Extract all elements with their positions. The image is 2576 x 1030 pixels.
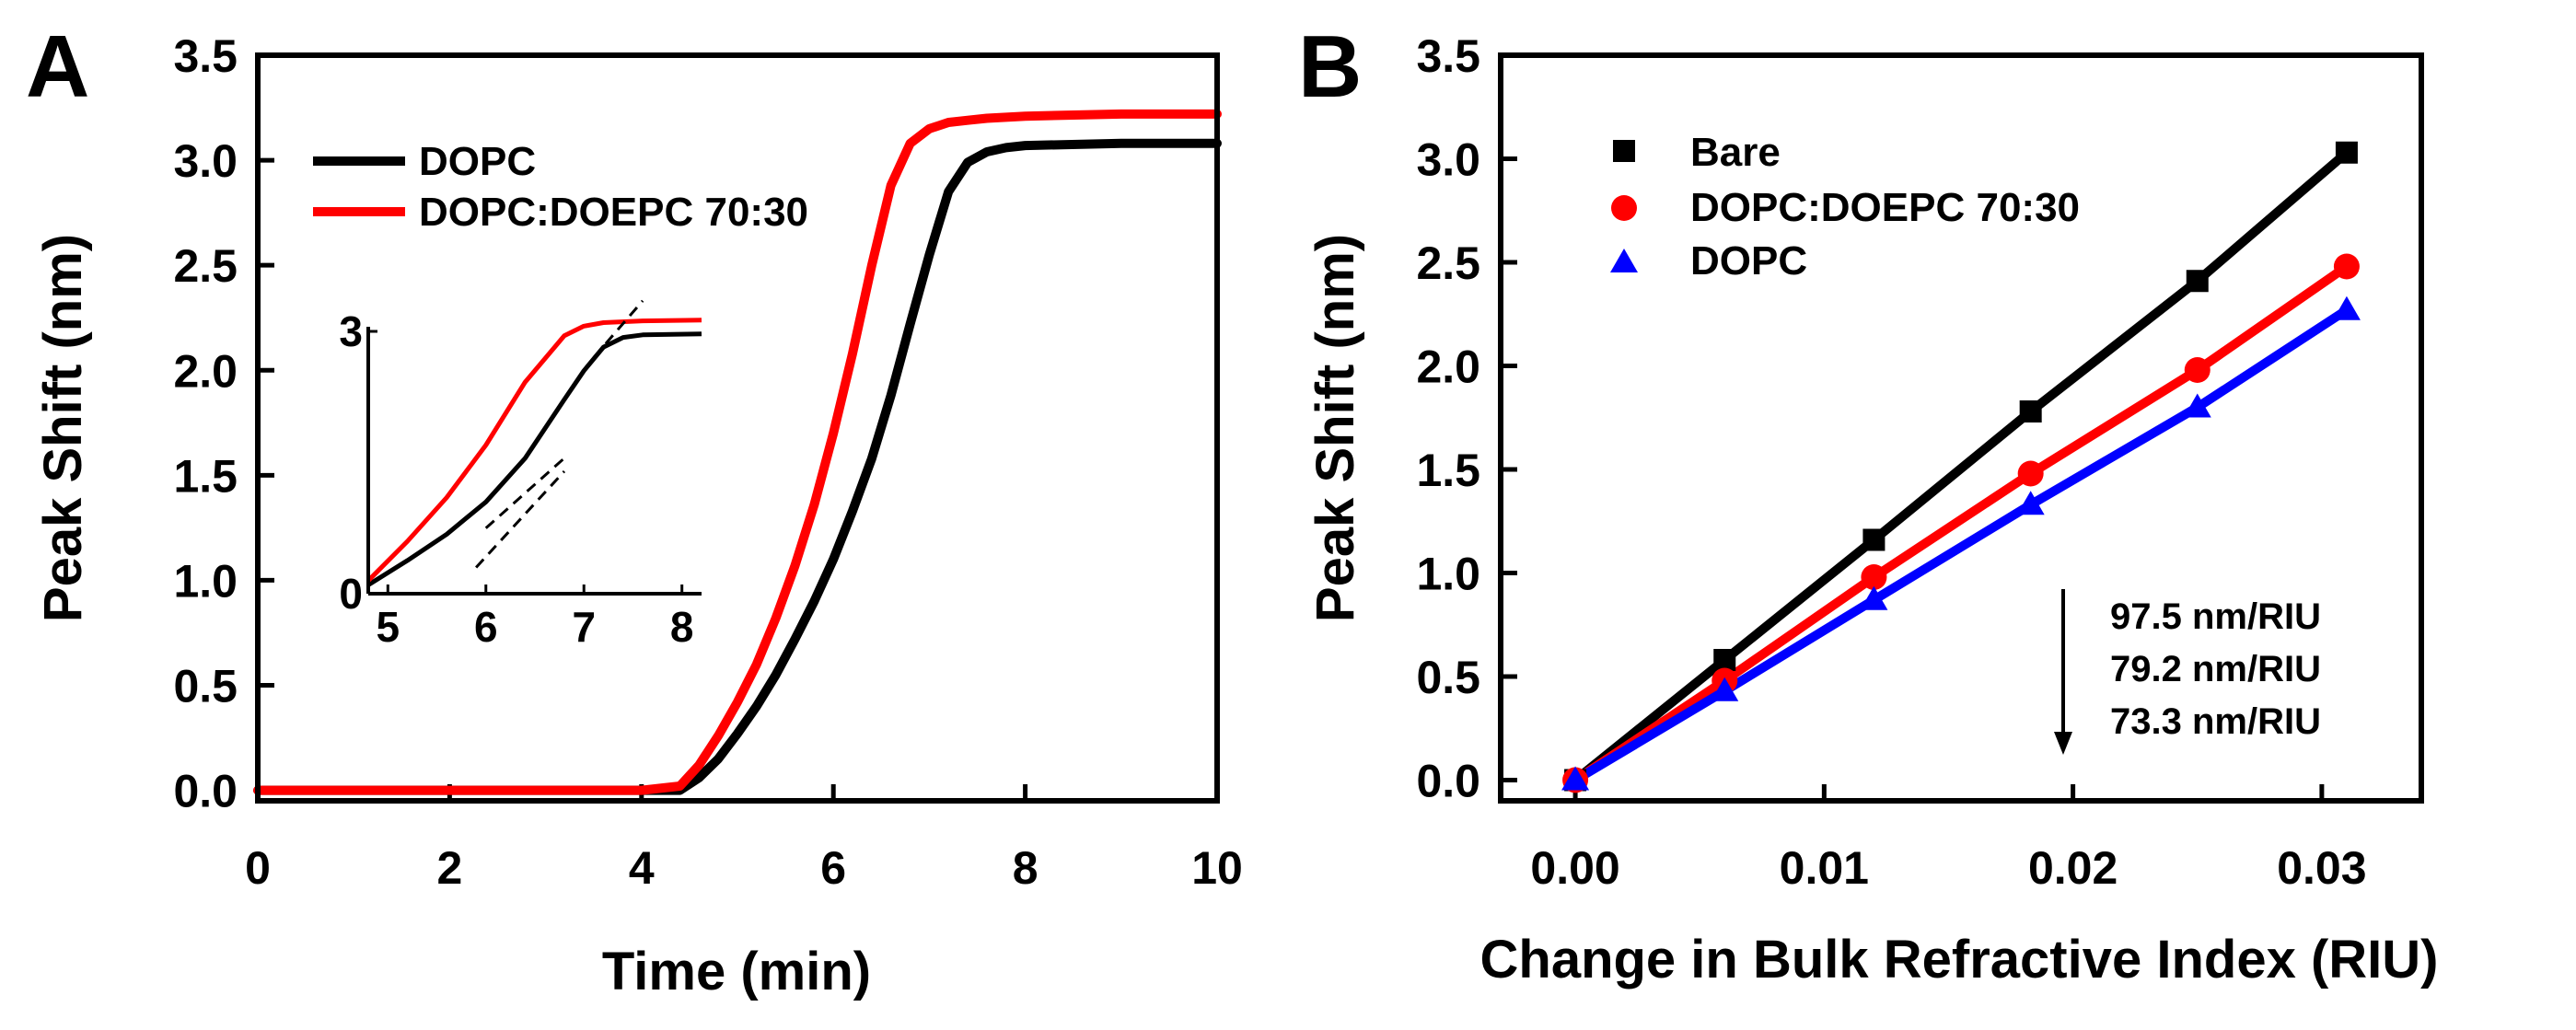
slope-arrow-head — [2054, 732, 2072, 755]
inset-x-tick-label: 6 — [474, 603, 498, 651]
y-tick-label-b: 2.0 — [1416, 341, 1480, 393]
legend-label-dopc: DOPC — [419, 139, 536, 184]
x-tick-label-b: 0.02 — [2028, 842, 2118, 894]
inset-x-tick-label: 7 — [572, 603, 596, 651]
marker-bare — [2019, 400, 2042, 422]
x-axis-title-b: Change in Bulk Refractive Index (RIU) — [1480, 930, 2439, 989]
x-axis-title-a: Time (min) — [602, 942, 871, 1001]
y-tick-label-b: 3.5 — [1416, 30, 1480, 82]
slope-annotation-dopc: 73.3 nm/RIU — [2110, 701, 2321, 742]
legend-label-bare: Bare — [1690, 130, 1781, 175]
marker-dopc — [1860, 585, 1888, 610]
legend-b: Bare DOPC:DOEPC 70:30 DOPC — [1610, 130, 2080, 284]
inset-line-dopc-doepc — [366, 318, 702, 583]
inset-tangent-line — [592, 299, 644, 359]
x-tick-label-a: 6 — [820, 842, 846, 894]
y-tick-label-a: 3.0 — [173, 135, 238, 187]
marker-dopc-doepc — [1861, 564, 1887, 590]
legend-marker-dopc-doepc — [1611, 195, 1637, 221]
marker-bare — [1713, 649, 1736, 671]
plot-frame-b — [1498, 52, 2424, 804]
marker-dopc — [1711, 677, 1739, 701]
inset-x-tick-label: 8 — [670, 603, 694, 651]
marker-bare — [2335, 141, 2358, 164]
x-tick-label-a: 4 — [629, 842, 655, 894]
y-tick-label-b: 2.5 — [1416, 237, 1480, 289]
y-tick-label-a: 0.5 — [173, 661, 238, 712]
fit-line-bare — [1572, 149, 2350, 784]
marker-dopc — [2332, 295, 2361, 320]
x-tick-label-b: 0.00 — [1530, 842, 1619, 894]
panel-a: A 0 2 4 6 8 10 0.0 0.5 1.0 1.5 2.0 2.5 3.0 3.5 Time (… — [26, 17, 1243, 1001]
marker-bare — [1862, 528, 1886, 551]
legend-label-dopc-doepc-b: DOPC:DOEPC 70:30 — [1690, 185, 2080, 230]
y-tick-label-a: 3.5 — [173, 30, 238, 82]
y-axis-title-b: Peak Shift (nm) — [1305, 234, 1365, 622]
marker-dopc-doepc — [2333, 253, 2360, 280]
y-tick-label-a: 1.0 — [173, 555, 238, 607]
plot-frame-a — [255, 52, 1220, 804]
panel-b: B 0.00 0.01 0.02 0.03 0.0 0.5 1.0 1.5 2.0 2.5 3.0 3… — [1298, 17, 2438, 989]
legend-a: DOPC DOPC:DOEPC 70:30 — [313, 139, 808, 235]
panel-label-a: A — [26, 17, 89, 116]
legend-label-dopc-b: DOPC — [1690, 238, 1807, 284]
series-line-dopc-doepc — [253, 109, 1222, 795]
marker-bare — [2186, 270, 2209, 293]
marker-dopc — [2183, 393, 2211, 418]
slope-annotation-bare: 97.5 nm/RIU — [2110, 596, 2321, 637]
inset-tangent-line — [484, 457, 565, 529]
y-tick-label-b: 1.5 — [1416, 445, 1480, 496]
inset-y-tick-label: 3 — [339, 307, 363, 355]
slope-annotation-dopc-doepc: 79.2 nm/RIU — [2110, 649, 2321, 689]
y-tick-label-a: 0.0 — [173, 766, 238, 817]
legend-marker-dopc — [1610, 249, 1638, 272]
y-axis-title-a: Peak Shift (nm) — [33, 234, 93, 622]
inset-line-dopc — [366, 331, 702, 587]
y-tick-label-b: 0.0 — [1416, 756, 1480, 807]
x-tick-label-b: 0.03 — [2277, 842, 2366, 894]
y-tick-label-b: 1.0 — [1416, 549, 1480, 600]
legend-label-dopc-doepc: DOPC:DOEPC 70:30 — [419, 190, 808, 235]
inset-tangent-line — [475, 469, 566, 569]
x-tick-label-a: 0 — [245, 842, 271, 894]
inset-y-tick-label: 0 — [339, 570, 363, 618]
x-tick-label-a: 8 — [1013, 842, 1039, 894]
legend-marker-bare — [1613, 140, 1635, 162]
x-tick-label-a: 2 — [436, 842, 462, 894]
marker-dopc — [2016, 491, 2045, 515]
slope-annotations: 97.5 nm/RIU 79.2 nm/RIU 73.3 nm/RIU — [2054, 589, 2321, 755]
y-tick-label-a: 2.5 — [173, 240, 238, 292]
y-tick-label-b: 0.5 — [1416, 652, 1480, 703]
y-tick-label-a: 2.0 — [173, 345, 238, 397]
y-tick-label-a: 1.5 — [173, 450, 238, 502]
panel-label-b: B — [1298, 17, 1362, 116]
fit-line-dopc-doepc — [1572, 262, 2350, 784]
x-tick-label-a: 10 — [1191, 842, 1243, 894]
marker-dopc-doepc — [2184, 357, 2210, 383]
y-tick-label-b: 3.0 — [1416, 134, 1480, 186]
inset-plot: 5 6 7 8 0 3 — [339, 299, 702, 651]
inset-x-tick-label: 5 — [376, 603, 400, 651]
fit-line-dopc — [1572, 306, 2350, 784]
marker-dopc-doepc — [2017, 460, 2044, 487]
x-tick-label-b: 0.01 — [1780, 842, 1869, 894]
marker-dopc — [1561, 766, 1590, 791]
